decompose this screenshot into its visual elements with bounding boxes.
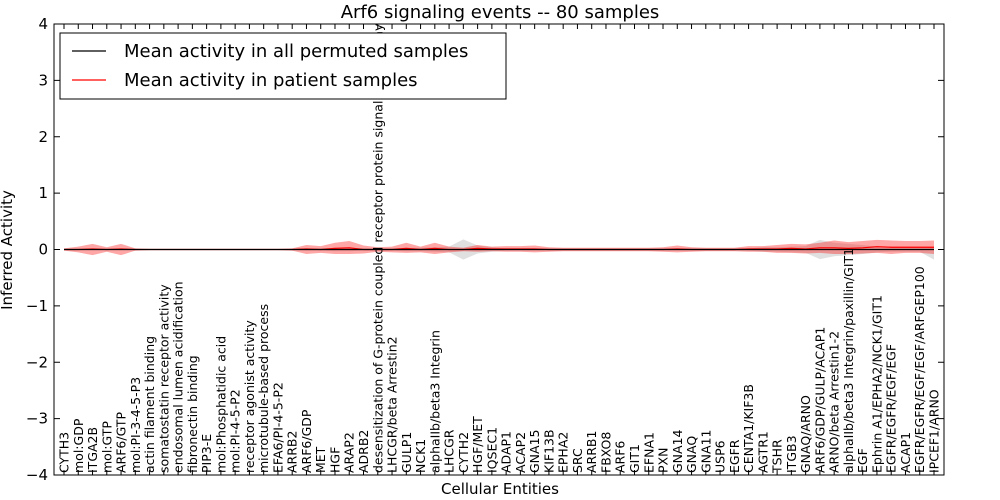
x-tick-label: ARF6/GDP <box>299 409 314 473</box>
y-tick-label: 2 <box>38 128 48 146</box>
x-tick-label: GULP1 <box>399 432 414 473</box>
y-tick-label: −1 <box>26 297 48 315</box>
x-tick-label: IQSEC1 <box>484 427 499 473</box>
x-tick-label: EGFR/EGFR/EGF/EGF/ARFGEP100 <box>912 266 927 473</box>
x-tick-label: alphaIIb/beta3 Integrin/paxillin/GIT1 <box>841 248 856 473</box>
x-tick-label: LHCGR/beta Arrestin2 <box>385 336 400 473</box>
band-patient <box>64 239 934 256</box>
x-tick-label: CYTH2 <box>456 432 471 473</box>
y-tick-label: 1 <box>38 184 48 202</box>
x-tick-label: AGTR1 <box>755 431 770 473</box>
x-axis-label: Cellular Entities <box>441 480 559 498</box>
y-tick-label: 4 <box>38 15 48 33</box>
y-tick-label: −4 <box>26 466 48 484</box>
x-tick-label: CENTA1/KIF3B <box>741 384 756 473</box>
x-tick-label: endosomal lumen acidification <box>171 281 186 473</box>
x-tick-label: ARRB2 <box>285 431 300 473</box>
x-tick-label: MET <box>313 446 328 473</box>
x-tick-label: CYTH3 <box>57 432 72 473</box>
x-tick-label: somatostatin receptor activity <box>156 284 171 473</box>
x-tick-label: ADRB2 <box>356 430 371 473</box>
y-tick-label: −3 <box>26 410 48 428</box>
x-tick-label: GNAQ <box>684 436 699 473</box>
x-tick-label: HGF/MET <box>470 416 485 473</box>
x-tick-label: EFNA1 <box>641 432 656 473</box>
x-tick-label: GNAQ/ARNO <box>798 395 813 473</box>
x-tick-label: ARAP2 <box>342 432 357 473</box>
x-tick-label: EGFR <box>727 439 742 473</box>
x-tick-label: mol:Phosphatidic acid <box>213 336 228 473</box>
x-tick-label: NCK1 <box>413 439 428 473</box>
x-tick-label: ARF6/GTP <box>114 412 129 473</box>
x-tick-label: EPHA2 <box>556 432 571 473</box>
x-tick-label: GNA14 <box>670 429 685 473</box>
x-tick-label: EGF <box>855 448 870 473</box>
legend-label-permuted: Mean activity in all permuted samples <box>124 41 468 62</box>
legend-label-patient: Mean activity in patient samples <box>124 70 418 91</box>
x-tick-label: Ephrin A1/EPHA2/NCK1/GIT1 <box>869 295 884 473</box>
x-tick-label: SRC <box>570 448 585 473</box>
x-tick-label: FBXO8 <box>598 432 613 473</box>
x-tick-label: IPCEF1/ARNO <box>927 389 942 473</box>
x-tick-label: ITGB3 <box>784 435 799 473</box>
x-tick-label: mol:PI-4-5-P2 <box>228 389 243 473</box>
x-tick-label: HGF <box>327 447 342 473</box>
x-tick-label: mol:GTP <box>99 421 114 473</box>
x-tick-label: USP6 <box>713 440 728 473</box>
x-tick-label: mol:GDP <box>71 418 86 473</box>
x-tick-label: ARF6 <box>613 441 628 473</box>
legend-box <box>59 32 507 100</box>
x-tick-label: desensitization of G-protein coupled rec… <box>370 23 385 473</box>
x-tick-label: GIT1 <box>627 444 642 473</box>
x-tick-label: ARNO/beta Arrestin1-2 <box>827 331 842 473</box>
x-tick-label: ACAP2 <box>513 432 528 473</box>
x-tick-label: alphaIIb/beta3 Integrin <box>427 330 442 473</box>
x-tick-label: actin filament binding <box>142 336 157 473</box>
x-tick-label: ADAP1 <box>499 431 514 473</box>
y-axis-label: Inferred Activity <box>0 190 16 310</box>
x-tick-label: KIF13B <box>541 429 556 473</box>
x-tick-label: GNA15 <box>527 430 542 474</box>
x-tick-label: ACAP1 <box>898 432 913 473</box>
x-tick-label: ITGA2B <box>85 427 100 473</box>
x-tick-label: mol:PI-3-4-5-P3 <box>128 377 143 473</box>
x-tick-label: receptor agonist activity <box>242 320 257 473</box>
x-tick-label: PXN <box>656 448 671 473</box>
y-tick-label: 3 <box>38 71 48 89</box>
x-tick-label: TSHR <box>770 439 785 474</box>
x-tick-label: PIP3-E <box>199 434 214 473</box>
x-tick-label: EFA6/PI-4-5-P2 <box>270 382 285 473</box>
y-tick-label: −2 <box>26 353 48 371</box>
x-tick-label: LHCGR <box>442 429 457 473</box>
x-tick-label: ARF6/GDP/GULP/ACAP1 <box>812 327 827 473</box>
x-tick-label: fibronectin binding <box>185 355 200 473</box>
x-tick-label: microtubule-based process <box>256 304 271 473</box>
x-tick-label: EGFR/EGFR/EGF/EGF <box>884 344 899 473</box>
x-tick-label: ARRB1 <box>584 431 599 473</box>
x-tick-label: GNA11 <box>698 430 713 474</box>
y-tick-label: 0 <box>38 241 48 259</box>
legend: Mean activity in all permuted samples Me… <box>59 32 507 100</box>
chart-title: Arf6 signaling events -- 80 samples <box>341 2 660 23</box>
